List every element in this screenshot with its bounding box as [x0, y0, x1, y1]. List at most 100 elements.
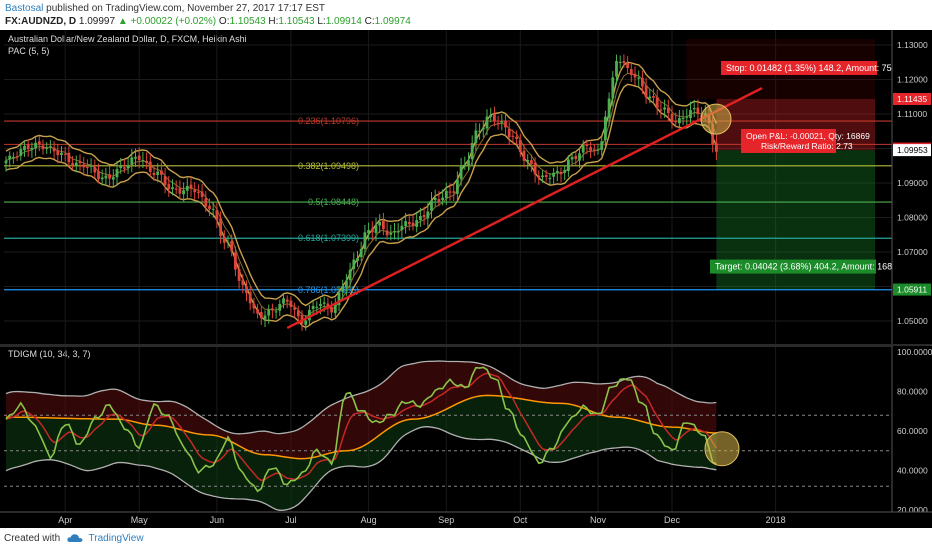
- candle-body: [90, 166, 93, 167]
- candle-body: [663, 107, 666, 109]
- candle-body: [164, 176, 167, 185]
- candle-body: [256, 309, 259, 313]
- candle-body: [119, 166, 122, 168]
- candle-body: [227, 242, 230, 243]
- fib-level-label: 0.5(1.08448): [308, 197, 359, 207]
- candle-body: [697, 108, 700, 114]
- candle-body: [534, 163, 537, 175]
- candle-body: [678, 118, 681, 123]
- candle-body: [652, 96, 655, 98]
- candle-body: [426, 211, 429, 218]
- candle-body: [367, 230, 370, 233]
- candle-body: [515, 137, 518, 139]
- candle-body: [375, 225, 378, 233]
- candle-body: [360, 249, 363, 257]
- chart-area[interactable]: Australian Dollar/New Zealand Dollar, D,…: [0, 30, 932, 528]
- time-tick-label: Apr: [58, 515, 72, 525]
- time-tick-label: Sep: [438, 515, 454, 525]
- candle-body: [79, 161, 82, 163]
- candle-body: [604, 117, 607, 140]
- candle-body: [615, 61, 618, 77]
- candle-body: [475, 130, 478, 143]
- candle-body: [171, 187, 174, 189]
- ohlc-low-key: L:: [317, 16, 325, 27]
- candle-body: [297, 310, 300, 316]
- price-tag-text: 1.09953: [897, 145, 928, 155]
- candle-body: [282, 298, 285, 303]
- ohlc-open-value: 1.10543: [229, 16, 265, 27]
- candle-body: [574, 156, 577, 159]
- candle-body: [160, 170, 163, 174]
- candle-body: [611, 77, 614, 98]
- candle-body: [634, 74, 637, 78]
- tdi-tick-label: 100.0000: [897, 347, 932, 357]
- candle-body: [637, 78, 640, 79]
- candle-body: [349, 270, 352, 281]
- candle-body: [537, 176, 540, 178]
- tdi-tick-label: 40.0000: [897, 466, 928, 476]
- candle-body: [156, 171, 159, 175]
- candle-body: [8, 156, 11, 160]
- tradingview-link[interactable]: TradingView: [89, 533, 144, 544]
- candle-body: [489, 115, 492, 117]
- last-price: 1.09997: [79, 16, 115, 27]
- candle-body: [689, 110, 692, 118]
- time-tick-label: Jun: [210, 515, 225, 525]
- candle-body: [186, 186, 189, 191]
- candle-body: [563, 170, 566, 173]
- candle-body: [45, 148, 48, 149]
- candle-body: [12, 157, 15, 158]
- candle-body: [541, 175, 544, 177]
- candle-body: [623, 61, 626, 63]
- candle-body: [315, 307, 318, 308]
- candle-body: [16, 156, 19, 157]
- candle-body: [571, 157, 574, 160]
- candle-body: [238, 269, 241, 281]
- candle-body: [560, 172, 563, 174]
- candle-body: [378, 222, 381, 226]
- candle-body: [138, 156, 141, 161]
- fib-level-label: 0.236(1.10796): [298, 116, 359, 126]
- pac-indicator-label: PAC (5, 5): [8, 46, 49, 56]
- candle-body: [112, 177, 115, 180]
- candle-body: [519, 140, 522, 152]
- tradingview-cloud-icon: [67, 533, 83, 543]
- candle-body: [323, 302, 326, 303]
- candle-body: [71, 163, 74, 166]
- candle-body: [682, 118, 685, 119]
- candle-body: [619, 62, 622, 63]
- price-tick-label: 1.13000: [897, 40, 928, 50]
- ohlc-open-key: O:: [219, 16, 230, 27]
- candle-body: [423, 215, 426, 217]
- publish-line: Bastosal published on TradingView.com, N…: [5, 3, 325, 14]
- candle-body: [341, 286, 344, 291]
- candle-body: [38, 141, 41, 144]
- price-tick-label: 1.07000: [897, 247, 928, 257]
- candle-body: [179, 188, 182, 193]
- candle-body: [526, 160, 529, 162]
- tdi-tick-label: 60.0000: [897, 426, 928, 436]
- time-tick-label: Dec: [664, 515, 681, 525]
- candle-body: [567, 160, 570, 172]
- candle-body: [549, 178, 552, 179]
- candle-body: [130, 157, 133, 164]
- candle-body: [204, 198, 207, 206]
- candle-body: [201, 191, 204, 196]
- candle-body: [641, 78, 644, 87]
- candle-body: [412, 223, 415, 226]
- candle-body: [452, 191, 455, 192]
- candle-body: [245, 286, 248, 293]
- chart-canvas[interactable]: Australian Dollar/New Zealand Dollar, D,…: [0, 30, 932, 528]
- candle-body: [278, 304, 281, 311]
- pnl-label-text: Open P&L: -0.00021, Qty: 16869: [746, 131, 870, 141]
- candle-body: [23, 146, 26, 150]
- candle-body: [512, 136, 515, 137]
- price-tick-label: 1.09000: [897, 178, 928, 188]
- candle-body: [493, 114, 496, 122]
- candle-body: [352, 260, 355, 269]
- candle-body: [19, 149, 22, 156]
- candle-body: [460, 166, 463, 179]
- candle-body: [393, 231, 396, 232]
- main-chart-title: Australian Dollar/New Zealand Dollar, D,…: [8, 34, 247, 44]
- author-link[interactable]: Bastosal: [5, 3, 43, 14]
